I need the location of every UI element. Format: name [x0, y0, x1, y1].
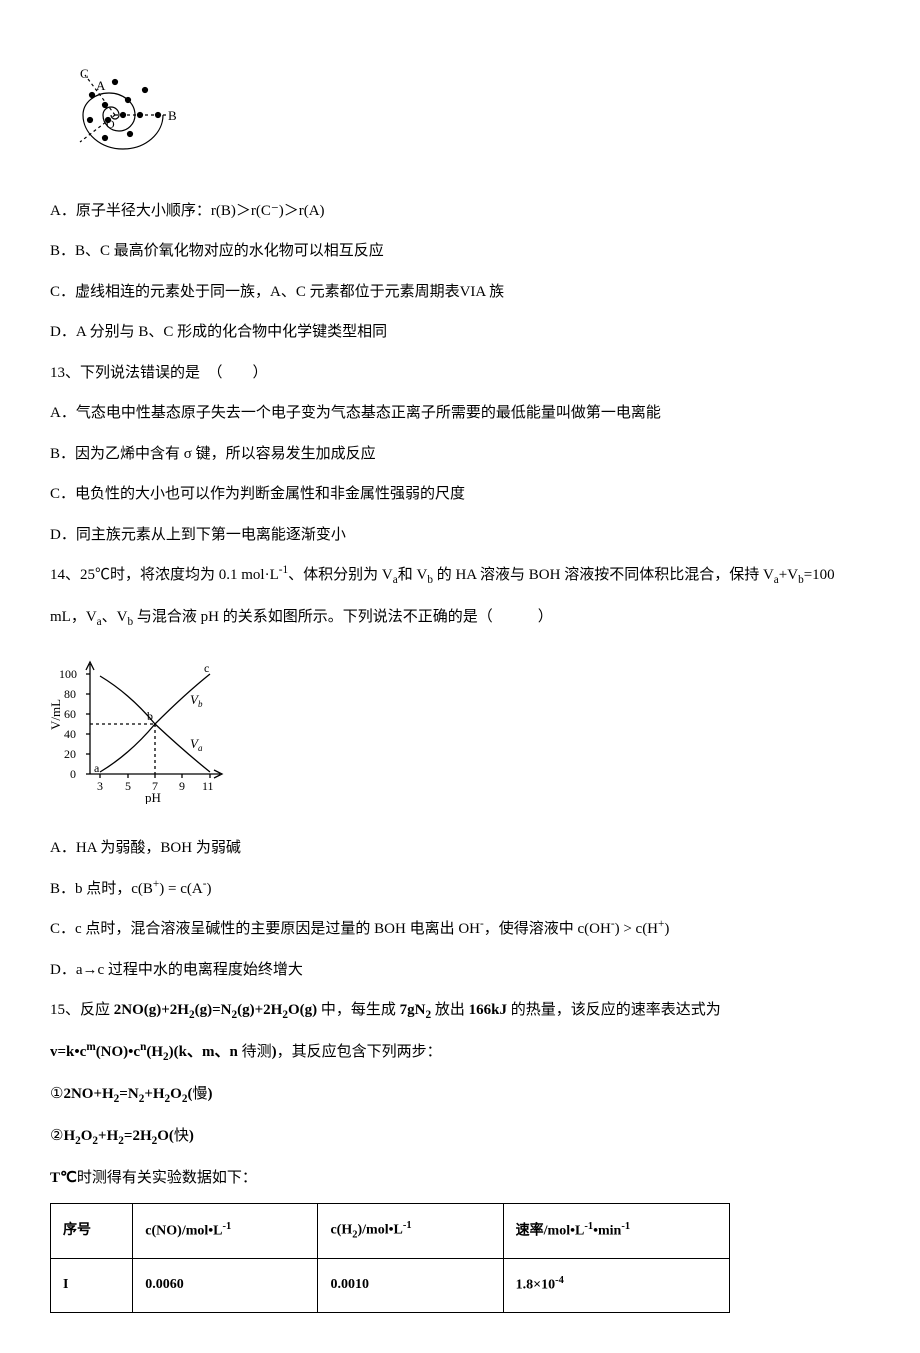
q15-data-table: 序号 c(NO)/mol•L-1 c(H2)/mol•L-1 速率/mol•L-… [50, 1203, 730, 1312]
chart-xtick-5: 5 [125, 779, 131, 793]
q13-option-a: A．气态电中性基态原子失去一个电子变为气态基态正离子所需要的最低能量叫做第一电离… [50, 396, 870, 431]
spiral-periodic-diagram: A C B O [50, 60, 870, 184]
chart-xtick-11: 11 [202, 779, 214, 793]
table-row: I 0.0060 0.0010 1.8×10-4 [51, 1258, 730, 1312]
q14-stem-line2: mL，Va、Vb 与混合液 pH 的关系如图所示。下列说法不正确的是（ ） [50, 600, 870, 636]
q15-step1: ①2NO+H2=N2+H2O2(慢) [50, 1077, 870, 1113]
q12-option-b: B．B、C 最高价氧化物对应的水化物可以相互反应 [50, 234, 870, 269]
q12-option-c: C．虚线相连的元素处于同一族，A、C 元素都位于元素周期表VIA 族 [50, 275, 870, 310]
chart-point-a: a [94, 761, 100, 775]
diagram-label-c: C [80, 66, 89, 81]
chart-ytick-0: 0 [70, 767, 76, 781]
diagram-label-a: A [96, 78, 106, 93]
q14-option-d: D．a→c 过程中水的电离程度始终增大 [50, 953, 870, 988]
q14-option-a: A．HA 为弱酸，BOH 为弱碱 [50, 831, 870, 866]
table-cell-rate: 1.8×10-4 [503, 1258, 729, 1312]
q14-stem-line1: 14、25℃时，将浓度均为 0.1 mol·L-1、体积分别为 Va和 Vb 的… [50, 558, 870, 594]
q12-option-a: A．原子半径大小顺序：r(B)＞r(C⁻)＞r(A) [50, 194, 870, 229]
table-cell-seq: I [51, 1258, 133, 1312]
chart-ylabel: V/mL [50, 699, 63, 730]
table-col-seq: 序号 [51, 1204, 133, 1259]
chart-ytick-100: 100 [59, 667, 77, 681]
table-cell-cno: 0.0060 [133, 1258, 318, 1312]
chart-curve-va: Va [190, 736, 203, 753]
q13-option-d: D．同主族元素从上到下第一电离能逐渐变小 [50, 518, 870, 553]
diagram-label-b: B [168, 108, 177, 123]
chart-ytick-60: 60 [64, 707, 76, 721]
q13-option-c: C．电负性的大小也可以作为判断金属性和非金属性强弱的尺度 [50, 477, 870, 512]
chart-ytick-80: 80 [64, 687, 76, 701]
chart-ytick-20: 20 [64, 747, 76, 761]
chart-xtick-9: 9 [179, 779, 185, 793]
q14-chart: 0 20 40 60 80 100 3 5 7 9 11 pH V/mL a b… [50, 644, 870, 818]
table-header-row: 序号 c(NO)/mol•L-1 c(H2)/mol•L-1 速率/mol•L-… [51, 1204, 730, 1259]
q14-option-b: B．b 点时，c(B+) = c(A-) [50, 872, 870, 907]
q13-option-b: B．因为乙烯中含有 σ 键，所以容易发生加成反应 [50, 437, 870, 472]
chart-ytick-40: 40 [64, 727, 76, 741]
table-col-rate: 速率/mol•L-1•min-1 [503, 1204, 729, 1259]
q15-stem-line1: 15、反应 2NO(g)+2H2(g)=N2(g)+2H2O(g) 中，每生成 … [50, 993, 870, 1029]
chart-xtick-3: 3 [97, 779, 103, 793]
table-col-cno: c(NO)/mol•L-1 [133, 1204, 318, 1259]
q12-option-d: D．A 分别与 B、C 形成的化合物中化学键类型相同 [50, 315, 870, 350]
q15-stem-line2: v=k•cm(NO)•cn(H2)(k、m、n 待测)，其反应包含下列两步： [50, 1035, 870, 1071]
q15-table-title: T℃时测得有关实验数据如下： [50, 1161, 870, 1196]
chart-point-c: c [204, 661, 209, 675]
chart-curve-vb: Vb [190, 692, 203, 709]
chart-point-b: b [147, 709, 153, 723]
q13-stem: 13、下列说法错误的是 （ ） [50, 356, 870, 391]
diagram-label-o: O [106, 117, 115, 131]
chart-xlabel: pH [145, 790, 161, 804]
q14-option-c: C．c 点时，混合溶液呈碱性的主要原因是过量的 BOH 电离出 OH-，使得溶液… [50, 912, 870, 947]
table-col-ch2: c(H2)/mol•L-1 [318, 1204, 503, 1259]
table-cell-ch2: 0.0010 [318, 1258, 503, 1312]
q15-step2: ②H2O2+H2=2H2O(快) [50, 1119, 870, 1155]
